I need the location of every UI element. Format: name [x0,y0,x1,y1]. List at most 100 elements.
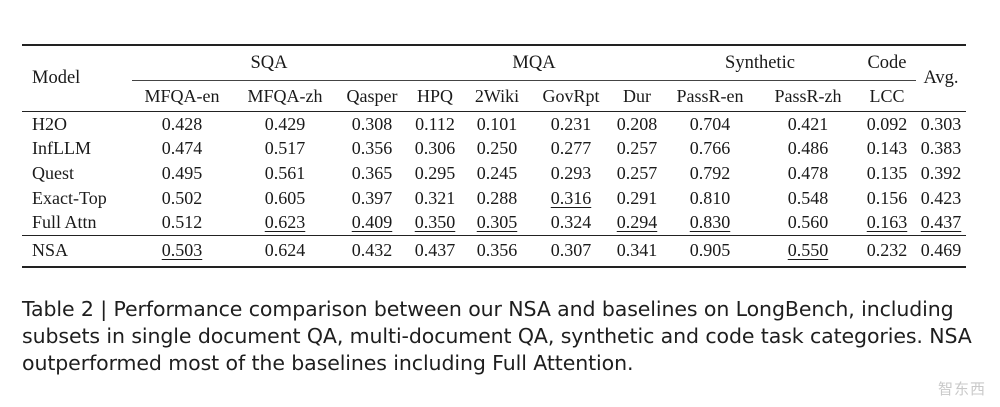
cell-value: 0.316 [550,187,592,208]
cell-value: 0.350 [414,212,456,233]
cell-value: 0.469 [916,234,966,268]
group-header-mqa: MQA [406,44,662,81]
results-table: Model SQA MQA Synthetic Code Avg. MFQA-e… [22,44,966,268]
cell-value: 0.303 [916,110,966,137]
cell-value: 0.291 [616,187,658,208]
cell-value: 0.392 [920,162,962,183]
cell-value: 0.208 [612,110,662,137]
column-header-row: MFQA-en MFQA-zh Qasper HPQ 2Wiki GovRpt … [22,80,966,112]
cell-value: 0.561 [264,162,306,183]
cell-value: 0.429 [232,110,338,137]
column-header: MFQA-zh [232,80,338,112]
cell-value: 0.623 [264,212,306,233]
cell-value: 0.231 [530,110,612,137]
cell-value: 0.306 [414,138,456,159]
cell-value: 0.810 [689,187,731,208]
cell-value: 0.478 [787,162,829,183]
group-header-row: Model SQA MQA Synthetic Code Avg. [22,44,966,112]
cell-value: 0.486 [787,138,829,159]
cell-value: 0.502 [161,187,203,208]
model-name: InfLLM [32,138,91,159]
cell-value: 0.503 [132,234,232,268]
column-header: PassR-zh [758,80,858,112]
table-row: Quest 0.495 0.561 0.365 0.295 0.245 0.29… [22,161,966,186]
cell-value: 0.428 [132,110,232,137]
cell-value: 0.605 [264,187,306,208]
column-header: Dur [612,80,662,112]
cell-value: 0.245 [476,162,518,183]
cell-value: 0.550 [758,234,858,268]
cell-value: 0.156 [866,187,908,208]
cell-value: 0.905 [662,234,758,268]
cell-value: 0.432 [338,234,406,268]
column-header: HPQ [406,80,464,112]
column-header: GovRpt [530,80,612,112]
model-name: Full Attn [32,212,97,233]
table-row: InfLLM 0.474 0.517 0.356 0.306 0.250 0.2… [22,137,966,162]
cell-value: 0.704 [662,110,758,137]
cell-value: 0.356 [351,138,393,159]
table-row: Exact-Top 0.502 0.605 0.397 0.321 0.288 … [22,186,966,211]
watermark-logo: 智东西 [937,380,986,398]
cell-value: 0.437 [920,212,962,233]
cell-value: 0.423 [920,187,962,208]
cell-value: 0.324 [550,212,592,233]
cell-value: 0.288 [476,187,518,208]
cell-value: 0.356 [464,234,530,268]
cell-value: 0.512 [161,212,203,233]
cell-value: 0.421 [758,110,858,137]
cell-value: 0.397 [351,187,393,208]
avg-column-header: Avg. [916,44,966,112]
cell-value: 0.437 [406,234,464,268]
cell-value: 0.293 [550,162,592,183]
cell-value: 0.307 [530,234,612,268]
cell-value: 0.308 [338,110,406,137]
cell-value: 0.250 [476,138,518,159]
cell-value: 0.517 [264,138,306,159]
cell-value: 0.624 [232,234,338,268]
column-header: PassR-en [662,80,758,112]
model-name: Exact-Top [32,187,107,208]
table-caption: Table 2 | Performance comparison between… [22,297,972,375]
column-header: LCC [858,80,916,112]
column-header: Qasper [338,80,406,112]
cell-value: 0.321 [414,187,456,208]
table-row: NSA 0.503 0.624 0.432 0.437 0.356 0.307 … [22,234,966,268]
column-header: MFQA-en [132,80,232,112]
model-name: Quest [32,162,74,183]
cell-value: 0.277 [550,138,592,159]
cell-value: 0.143 [866,138,908,159]
cell-value: 0.305 [476,212,518,233]
group-header-sqa: SQA [132,44,406,81]
cell-value: 0.474 [161,138,203,159]
model-name: NSA [22,234,132,268]
cell-value: 0.112 [406,110,464,137]
group-header-code: Code [858,44,916,81]
cell-value: 0.294 [616,212,658,233]
group-header-synthetic: Synthetic [662,44,858,81]
cell-value: 0.341 [612,234,662,268]
cell-value: 0.257 [616,162,658,183]
cell-value: 0.232 [858,234,916,268]
cell-value: 0.295 [414,162,456,183]
cell-value: 0.163 [866,212,908,233]
column-header: 2Wiki [464,80,530,112]
model-column-header: Model [22,44,132,112]
cell-value: 0.383 [920,138,962,159]
cell-value: 0.495 [161,162,203,183]
cell-value: 0.792 [689,162,731,183]
cell-value: 0.766 [689,138,731,159]
table-row: H2O 0.428 0.429 0.308 0.112 0.101 0.231 … [22,110,966,137]
table-row: Full Attn 0.512 0.623 0.409 0.350 0.305 … [22,210,966,235]
cell-value: 0.560 [787,212,829,233]
cell-value: 0.135 [866,162,908,183]
cell-value: 0.101 [464,110,530,137]
cell-value: 0.409 [351,212,393,233]
cell-value: 0.257 [616,138,658,159]
model-name: H2O [22,110,132,137]
cell-value: 0.365 [351,162,393,183]
cell-value: 0.548 [787,187,829,208]
cell-value: 0.830 [689,212,731,233]
cell-value: 0.092 [858,110,916,137]
